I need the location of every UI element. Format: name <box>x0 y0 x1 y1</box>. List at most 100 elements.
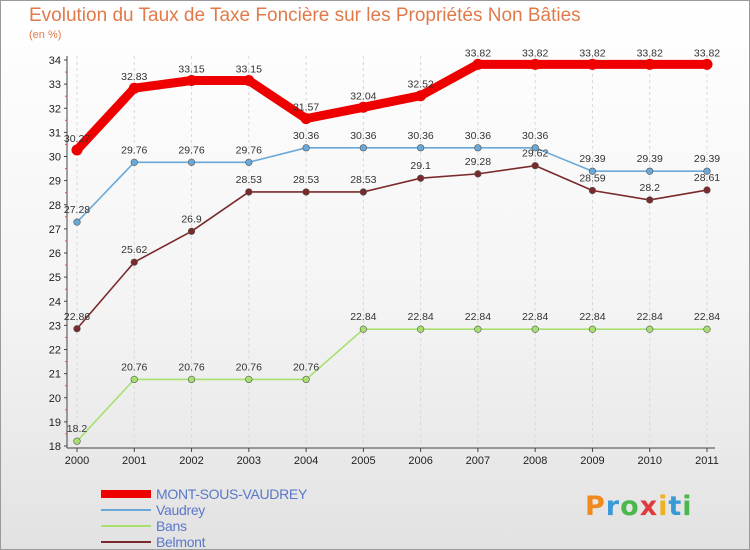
data-point <box>300 113 312 125</box>
logo-letter: t <box>668 491 683 522</box>
legend-label: MONT-SOUS-VAUDREY <box>156 486 307 502</box>
data-label: 20.76 <box>293 361 319 373</box>
data-point <box>359 325 367 333</box>
data-label: 30.36 <box>350 130 376 142</box>
data-point <box>73 437 81 445</box>
x-tick-label: 2003 <box>237 455 261 467</box>
data-point <box>474 144 482 152</box>
data-label: 28.53 <box>350 174 376 186</box>
y-tick-label: 31 <box>49 127 61 139</box>
x-tick-label: 2008 <box>523 455 547 467</box>
legend-label: Bans <box>156 518 187 534</box>
x-tick-label: 2001 <box>122 455 146 467</box>
data-point <box>588 325 597 333</box>
legend-swatch <box>101 541 151 543</box>
data-point <box>646 167 654 175</box>
series-line-mont-sous-vaudrey <box>72 59 712 155</box>
data-label: 32.04 <box>350 90 376 102</box>
y-tick-label: 23 <box>49 320 61 332</box>
data-point <box>245 188 253 196</box>
data-label: 26.9 <box>181 213 202 225</box>
x-tick-label: 2006 <box>408 455 432 467</box>
y-tick-label: 27 <box>49 224 61 236</box>
data-point <box>128 82 140 94</box>
data-point <box>531 325 539 333</box>
data-label: 28.2 <box>640 182 661 194</box>
data-label: 29.39 <box>637 153 663 165</box>
data-point <box>415 90 427 102</box>
data-label: 33.15 <box>236 64 262 76</box>
data-label: 29.1 <box>410 160 431 172</box>
data-label: 25.62 <box>121 244 147 256</box>
logo-letter: P <box>585 491 606 522</box>
series-line-belmont <box>76 164 708 330</box>
data-label: 30.36 <box>407 130 433 142</box>
y-tick-label: 32 <box>49 103 61 115</box>
data-label: 28.53 <box>236 174 262 186</box>
data-point <box>73 325 81 333</box>
data-label: 28.59 <box>579 173 605 185</box>
y-tick-label: 34 <box>49 55 61 67</box>
data-point <box>417 325 425 333</box>
y-tick-label: 18 <box>49 441 61 453</box>
data-point <box>588 186 597 195</box>
line-chart: 18 19 20 21 22 23 24 25 26 27 28 29 30 31 32 33 34 2000 20… <box>49 47 721 467</box>
data-point <box>644 58 656 70</box>
data-point <box>73 218 81 226</box>
data-label: 20.76 <box>178 361 204 373</box>
data-point <box>302 375 310 384</box>
data-label: 22.84 <box>637 311 663 323</box>
data-point <box>302 188 310 196</box>
data-point <box>187 158 196 166</box>
data-label: 33.82 <box>579 47 605 59</box>
data-label: 22.84 <box>694 311 720 323</box>
data-point <box>531 162 539 170</box>
data-label: 22.84 <box>522 311 548 323</box>
data-label: 29.28 <box>465 156 491 168</box>
data-point <box>474 170 482 178</box>
chart-title: Evolution du Taux de Taxe Foncière sur l… <box>29 5 581 26</box>
logo-letter: i <box>658 491 669 522</box>
legend-swatch <box>101 509 151 511</box>
data-label: 29.39 <box>579 153 605 165</box>
y-tick-label: 22 <box>49 345 61 357</box>
data-label: 30.36 <box>522 130 548 142</box>
y-tick-label: 29 <box>49 176 61 188</box>
y-tick-label: 20 <box>49 393 61 405</box>
logo-letter: i <box>682 491 693 522</box>
chart-subtitle: (en %) <box>29 29 62 41</box>
data-point <box>646 196 654 204</box>
data-label: 22.84 <box>579 311 605 323</box>
data-point <box>187 375 196 384</box>
data-label: 28.61 <box>694 172 720 184</box>
data-label: 33.15 <box>178 64 204 76</box>
legend-label: Vaudrey <box>156 502 206 518</box>
legend-swatch <box>101 525 151 527</box>
x-tick-label: 2011 <box>695 455 719 467</box>
data-label: 32.52 <box>407 79 433 91</box>
x-tick-label: 2005 <box>351 455 375 467</box>
data-point <box>529 58 541 70</box>
x-tick-label: 2004 <box>294 455 318 467</box>
data-point <box>357 101 369 113</box>
proxiti-logo: Proxiti <box>585 491 693 522</box>
data-label: 22.84 <box>407 311 433 323</box>
data-label: 29.76 <box>236 144 262 156</box>
data-label: 22.86 <box>64 311 90 323</box>
data-point <box>588 167 597 175</box>
legend-swatch <box>101 490 151 498</box>
data-point <box>359 188 367 196</box>
logo-letter: r <box>605 491 621 522</box>
data-point <box>474 325 482 333</box>
data-point <box>130 258 138 266</box>
data-label: 30.36 <box>465 130 491 142</box>
data-point <box>703 186 711 194</box>
data-label: 22.84 <box>350 311 376 323</box>
data-point <box>187 227 196 235</box>
y-tick-label: 28 <box>49 200 61 212</box>
data-point <box>586 58 598 70</box>
data-label: 29.62 <box>522 148 548 160</box>
data-point <box>359 144 367 152</box>
data-label: 29.76 <box>178 144 204 156</box>
data-label: 29.76 <box>121 144 147 156</box>
